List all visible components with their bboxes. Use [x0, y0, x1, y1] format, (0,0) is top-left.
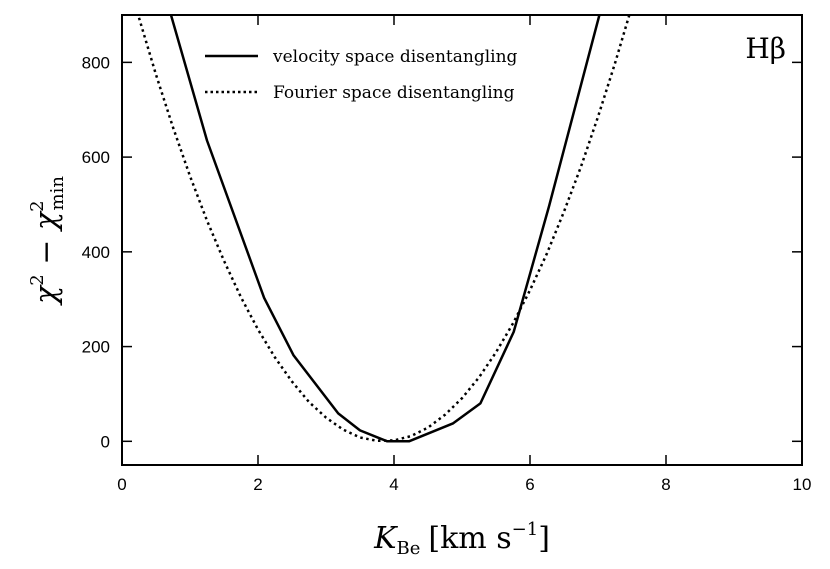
- series-fourier-line: [137, 15, 631, 443]
- x-tick-label: 2: [253, 475, 262, 494]
- y-tick-label: 600: [82, 148, 110, 167]
- legend: velocity space disentangling Fourier spa…: [205, 47, 518, 103]
- y-tick-label: 0: [101, 432, 110, 451]
- series-layer: [137, 15, 631, 443]
- y-axis-label: χ2 − χ2min: [27, 176, 68, 306]
- x-tick-label: 10: [793, 475, 812, 494]
- legend-label-fourier: Fourier space disentangling: [273, 83, 515, 103]
- legend-label-velocity: velocity space disentangling: [272, 47, 518, 67]
- series-velocity-line: [169, 15, 601, 443]
- y-tick-label: 800: [82, 53, 110, 72]
- annotation-hbeta: Hβ: [745, 32, 786, 65]
- x-tick-label: 0: [117, 475, 126, 494]
- plot-frame: [121, 14, 803, 466]
- y-tick-label: 200: [82, 338, 110, 357]
- y-tick-label: 400: [82, 243, 110, 262]
- x-tick-label: 8: [661, 475, 670, 494]
- ticks-layer: 0 2 4 6 8 10 0 200 400 600 800: [82, 15, 812, 494]
- x-tick-label: 4: [389, 475, 398, 494]
- x-tick-label: 6: [525, 475, 534, 494]
- x-axis-label: KBe [km s−1]: [373, 519, 550, 559]
